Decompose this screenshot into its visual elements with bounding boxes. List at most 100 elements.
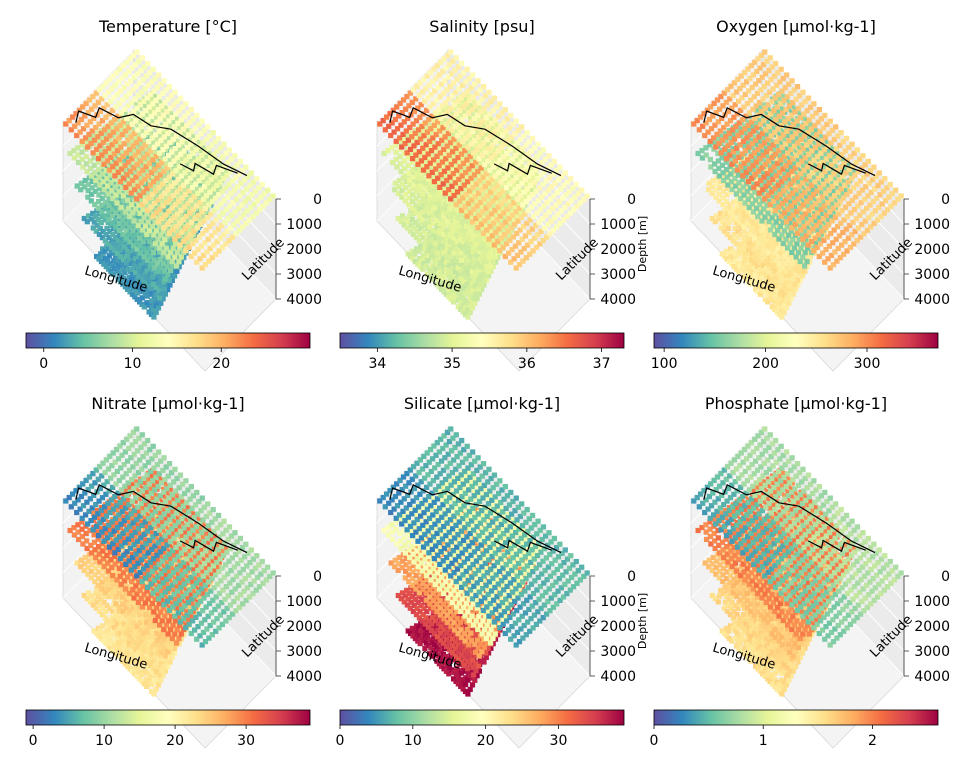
data-point xyxy=(138,276,145,282)
data-point xyxy=(161,268,167,274)
data-point xyxy=(164,106,170,112)
data-point xyxy=(217,162,223,168)
data-point xyxy=(134,239,140,245)
data-point xyxy=(137,175,143,181)
data-point xyxy=(96,231,102,237)
data-point xyxy=(127,168,134,174)
data-point xyxy=(197,256,203,262)
data-point xyxy=(174,207,180,213)
data-point xyxy=(167,260,173,266)
data-point xyxy=(158,300,164,306)
data-point xyxy=(117,200,123,206)
data-point xyxy=(113,160,119,166)
data-point xyxy=(200,252,207,258)
data-point xyxy=(118,113,124,119)
data-point xyxy=(139,128,145,134)
data-point xyxy=(153,245,159,252)
data-point xyxy=(162,139,169,145)
data-point xyxy=(226,147,233,153)
data-point xyxy=(209,195,215,202)
data-point xyxy=(102,127,108,133)
data-point xyxy=(194,112,200,118)
data-point xyxy=(95,205,101,211)
data-point xyxy=(144,250,150,256)
data-point xyxy=(139,202,145,208)
data-point xyxy=(182,138,188,145)
data-point xyxy=(156,224,162,230)
data-point xyxy=(129,174,136,180)
data-point xyxy=(124,189,130,195)
data-point xyxy=(153,292,160,298)
data-point xyxy=(162,187,168,193)
data-point xyxy=(186,171,192,177)
data-point xyxy=(205,184,211,190)
data-point xyxy=(111,151,117,157)
data-point xyxy=(122,156,128,162)
data-point xyxy=(106,216,112,223)
data-point xyxy=(186,244,192,250)
data-point xyxy=(211,156,218,162)
data-point xyxy=(97,179,103,185)
data-point xyxy=(146,238,153,244)
data-point xyxy=(96,156,102,162)
data-point xyxy=(99,156,105,162)
data-point xyxy=(106,129,112,135)
data-point xyxy=(170,227,176,233)
data-point xyxy=(109,206,116,212)
data-point xyxy=(106,253,112,259)
data-point xyxy=(114,148,121,154)
data-point xyxy=(85,188,91,194)
data-point xyxy=(161,249,167,256)
data-point xyxy=(135,145,141,152)
data-point xyxy=(145,99,151,106)
data-point xyxy=(173,199,179,205)
data-point xyxy=(159,291,165,297)
data-point xyxy=(185,142,191,148)
data-point xyxy=(130,235,136,241)
panel-1: Temperature [°C]01000200030004000Longitu… xyxy=(25,17,322,372)
data-point xyxy=(197,162,203,168)
data-point xyxy=(153,188,159,194)
data-point xyxy=(119,234,125,240)
data-point xyxy=(162,234,168,240)
data-point xyxy=(176,224,182,230)
data-point xyxy=(160,296,166,302)
data-point xyxy=(117,157,123,163)
data-point xyxy=(162,195,168,201)
data-point xyxy=(178,191,184,197)
data-point xyxy=(188,159,194,165)
data-point xyxy=(106,150,112,156)
data-point xyxy=(166,157,172,163)
data-point xyxy=(207,172,213,178)
data-point xyxy=(254,176,260,182)
data-point xyxy=(130,221,136,227)
data-point xyxy=(206,164,212,171)
data-point xyxy=(106,209,112,216)
data-point xyxy=(123,150,129,156)
data-point xyxy=(120,210,126,216)
data-point xyxy=(135,222,141,229)
data-point xyxy=(124,247,130,253)
data-point xyxy=(108,244,114,250)
data-point xyxy=(171,232,177,238)
data-point xyxy=(151,200,157,207)
data-point xyxy=(162,215,168,222)
data-point xyxy=(149,150,155,156)
data-point xyxy=(215,167,221,173)
data-point xyxy=(85,213,92,219)
data-point xyxy=(152,216,158,223)
data-point xyxy=(120,224,126,230)
data-point xyxy=(152,219,158,225)
data-point xyxy=(127,256,133,262)
data-point xyxy=(115,244,121,250)
data-point xyxy=(104,180,110,186)
data-point xyxy=(110,200,116,206)
data-point xyxy=(87,158,93,164)
data-point xyxy=(99,202,105,208)
data-point xyxy=(157,245,163,251)
data-point xyxy=(198,205,205,211)
data-point xyxy=(161,103,167,109)
data-point xyxy=(191,190,197,196)
data-point xyxy=(164,183,171,189)
data-point xyxy=(126,217,133,223)
